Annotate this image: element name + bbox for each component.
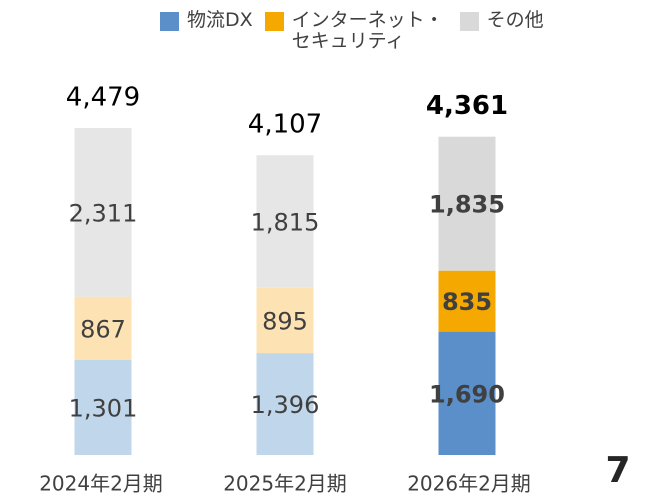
total-label: 4,361: [426, 91, 508, 121]
value-label: 835: [442, 288, 492, 316]
value-label: 1,690: [429, 380, 505, 408]
value-label: 1,301: [69, 395, 138, 423]
bar-segment: [256, 287, 314, 354]
bar-segment: [74, 360, 132, 455]
bar-segment: [256, 353, 314, 455]
value-label: 1,815: [251, 208, 320, 236]
legend-swatch: [459, 12, 479, 31]
legend-label: インターネット・セキュリティ: [291, 9, 444, 52]
bar-segment: [74, 296, 132, 361]
bar-segment: [438, 270, 496, 332]
legend-swatch: [160, 12, 179, 31]
legend-item: 物流DX: [160, 10, 253, 52]
x-tick-label: 2026年2月期: [407, 472, 531, 496]
total-label: 4,479: [66, 83, 140, 113]
legend-item: その他: [459, 9, 544, 52]
legend-label: その他: [486, 9, 544, 31]
bar-segment: [74, 128, 132, 297]
x-tick-label: 2025年2月期: [223, 472, 347, 496]
bar-segment: [438, 136, 496, 271]
value-label: 1,396: [251, 391, 320, 419]
legend-item: インターネット・セキュリティ: [264, 9, 448, 52]
x-tick-label: 2024年2月期: [39, 472, 163, 496]
value-label: 2,311: [69, 199, 138, 227]
legend-swatch: [264, 12, 284, 31]
total-label: 4,107: [248, 110, 322, 140]
legend-label: 物流DX: [187, 9, 253, 31]
bar-segment: [256, 155, 314, 288]
value-label: 895: [262, 307, 308, 335]
page-number: 7: [605, 450, 630, 491]
legend: 物流DX インターネット・セキュリティ その他: [160, 10, 556, 52]
value-label: 867: [80, 315, 126, 343]
bar-segment: [438, 331, 496, 455]
value-label: 1,835: [429, 191, 505, 219]
